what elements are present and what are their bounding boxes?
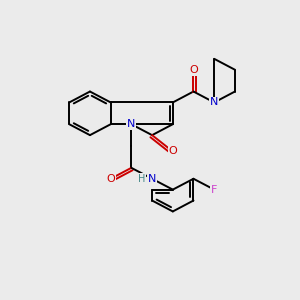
Text: O: O	[168, 146, 177, 157]
Text: H: H	[138, 174, 146, 184]
Text: N: N	[148, 174, 156, 184]
Text: O: O	[189, 65, 198, 75]
Text: N: N	[210, 98, 218, 107]
Text: O: O	[106, 174, 115, 184]
Text: F: F	[211, 184, 217, 195]
Text: N: N	[127, 119, 136, 129]
